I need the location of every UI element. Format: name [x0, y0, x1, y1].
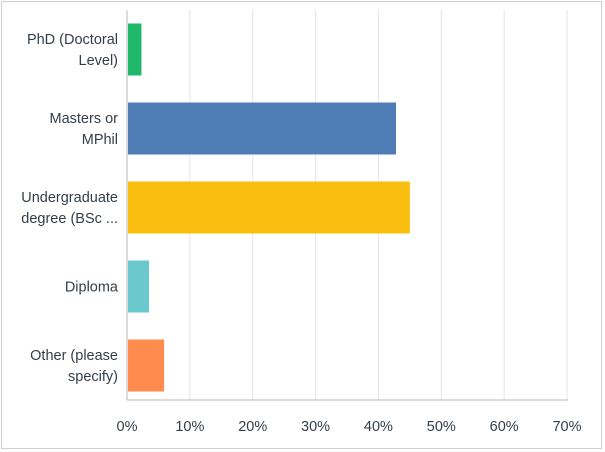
category-label: Level)	[79, 53, 119, 69]
category-label: Undergraduate	[21, 190, 118, 206]
x-tick-label: 40%	[364, 419, 393, 435]
category-label: Diploma	[65, 280, 119, 296]
x-tick-label: 20%	[238, 419, 267, 435]
bar[interactable]	[128, 23, 142, 76]
x-tick-label: 60%	[490, 419, 519, 435]
category-label: MPhil	[82, 132, 118, 148]
x-tick-label: 0%	[117, 419, 138, 435]
category-label: Other (please	[30, 348, 118, 364]
x-tick-label: 50%	[427, 419, 456, 435]
x-tick-label: 10%	[175, 419, 204, 435]
category-label: Masters or	[50, 111, 119, 127]
x-tick-label: 30%	[301, 419, 330, 435]
category-label: specify)	[68, 369, 118, 385]
bar[interactable]	[128, 102, 397, 155]
bar[interactable]	[128, 181, 410, 234]
x-tick-label: 70%	[552, 419, 581, 435]
bar[interactable]	[128, 260, 149, 313]
category-label: degree (BSc ...	[21, 211, 118, 227]
category-label: PhD (Doctoral	[27, 32, 118, 48]
bar[interactable]	[128, 339, 165, 392]
